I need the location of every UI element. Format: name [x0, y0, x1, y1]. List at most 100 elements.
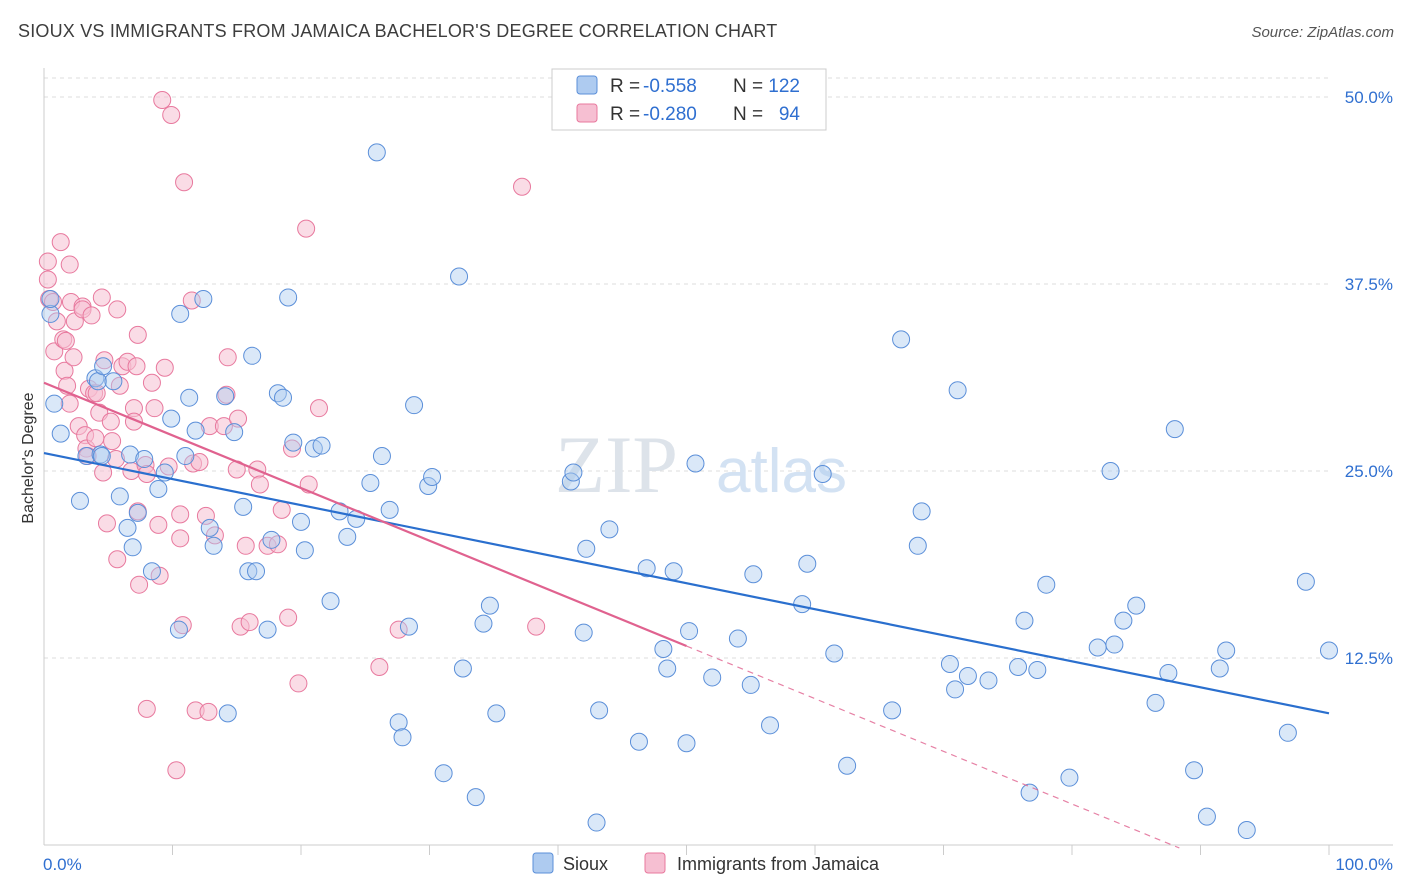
- legend-sioux-label: Sioux: [563, 854, 608, 874]
- sioux-point: [295, 541, 314, 560]
- sioux-point: [480, 596, 499, 615]
- sioux-point: [171, 304, 190, 323]
- sioux-point: [940, 654, 959, 673]
- y-tick-labels: 12.5% 25.0% 37.5% 50.0%: [1345, 88, 1393, 668]
- sioux-point: [761, 716, 780, 735]
- sioux-point: [637, 559, 656, 578]
- jamaica-point: [250, 475, 269, 494]
- sioux-point: [135, 450, 154, 469]
- sioux-point: [399, 617, 418, 636]
- sioux-point: [45, 394, 64, 413]
- y-tick-label: 37.5%: [1345, 275, 1393, 294]
- sioux-point: [169, 620, 188, 639]
- axes: [43, 68, 1393, 855]
- sioux-point: [813, 464, 832, 483]
- sioux-point: [94, 357, 113, 376]
- sioux-point: [104, 372, 123, 391]
- jamaica-n-value: 94: [779, 104, 801, 125]
- sioux-point: [338, 527, 357, 546]
- sioux-point: [41, 289, 60, 308]
- jamaica-r-label: R =: [610, 104, 640, 125]
- sioux-point: [577, 539, 596, 558]
- watermark-atlas: atlas: [716, 437, 847, 506]
- x-tick-label-min: 0.0%: [43, 855, 82, 874]
- sioux-point: [234, 497, 253, 516]
- jamaica-point: [289, 674, 308, 693]
- sioux-point: [564, 463, 583, 482]
- sioux-point: [744, 565, 763, 584]
- jamaica-point: [217, 385, 236, 404]
- jamaica-n-label: N =: [733, 104, 763, 125]
- jamaica-point: [229, 409, 248, 428]
- sioux-point: [194, 289, 213, 308]
- sioux-point: [908, 536, 927, 555]
- jamaica-point: [182, 291, 201, 310]
- jamaica-point: [92, 288, 111, 307]
- jamaica-point: [38, 252, 57, 271]
- jamaica-point: [86, 429, 105, 448]
- jamaica-point: [389, 620, 408, 639]
- sioux-point: [216, 387, 235, 406]
- jamaica-point: [108, 300, 127, 319]
- jamaica-trend-line: [43, 381, 687, 648]
- sioux-point: [361, 473, 380, 492]
- sioux-point: [423, 467, 442, 486]
- sioux-point: [1217, 641, 1236, 660]
- jamaica-point: [199, 702, 218, 721]
- jamaica-point: [196, 506, 215, 525]
- sioux-point: [284, 433, 303, 452]
- jamaica-point: [236, 536, 255, 555]
- sioux-r-label: R =: [610, 76, 640, 97]
- sioux-n-value: 122: [768, 76, 800, 97]
- jamaica-point: [218, 348, 237, 367]
- sioux-point: [70, 491, 89, 510]
- y-tick-label: 12.5%: [1345, 649, 1393, 668]
- sioux-point: [243, 346, 262, 365]
- sioux-point: [186, 421, 205, 440]
- sioux-point: [419, 476, 438, 495]
- sioux-point: [247, 562, 266, 581]
- jamaica-point: [60, 255, 79, 274]
- jamaica-point: [101, 412, 120, 431]
- sioux-trend-line: [43, 451, 1330, 715]
- sioux-point: [123, 538, 142, 557]
- sioux-point: [629, 732, 648, 751]
- jamaica-point: [64, 348, 83, 367]
- sioux-point: [1165, 420, 1184, 439]
- sioux-point: [262, 530, 281, 549]
- sioux-point: [389, 713, 408, 732]
- sioux-point: [741, 675, 760, 694]
- sioux-point: [1020, 783, 1039, 802]
- jamaica-point: [162, 105, 181, 124]
- jamaica-point: [38, 270, 57, 289]
- sioux-point: [1210, 659, 1229, 678]
- sioux-point: [1237, 821, 1256, 840]
- sioux-point: [487, 704, 506, 723]
- sioux-swatch: [576, 75, 598, 95]
- y-tick-label: 25.0%: [1345, 462, 1393, 481]
- sioux-point: [453, 659, 472, 678]
- sioux-point: [958, 666, 977, 685]
- legend-jamaica-label: Immigrants from Jamaica: [677, 854, 880, 874]
- sioux-point: [587, 813, 606, 832]
- sioux-point: [200, 518, 219, 537]
- sioux-point: [204, 536, 223, 555]
- sioux-point: [372, 447, 391, 466]
- sioux-point: [1060, 768, 1079, 787]
- sioux-point: [51, 424, 70, 443]
- jamaica-point: [153, 90, 172, 109]
- jamaica-point: [240, 613, 259, 632]
- jamaica-swatch: [576, 103, 598, 123]
- sioux-point: [680, 622, 699, 641]
- jamaica-point: [155, 358, 174, 377]
- jamaica-point: [142, 373, 161, 392]
- sioux-point: [1105, 635, 1124, 654]
- jamaica-point: [127, 357, 146, 376]
- chart-title: SIOUX VS IMMIGRANTS FROM JAMAICA BACHELO…: [18, 21, 778, 41]
- jamaica-point: [128, 325, 147, 344]
- sioux-point: [946, 680, 965, 699]
- stats-legend: R = -0.558 N = 122 R = -0.280 N = 94: [551, 68, 827, 131]
- sioux-point: [1127, 596, 1146, 615]
- sioux-point: [450, 267, 469, 286]
- jamaica-point: [283, 439, 302, 458]
